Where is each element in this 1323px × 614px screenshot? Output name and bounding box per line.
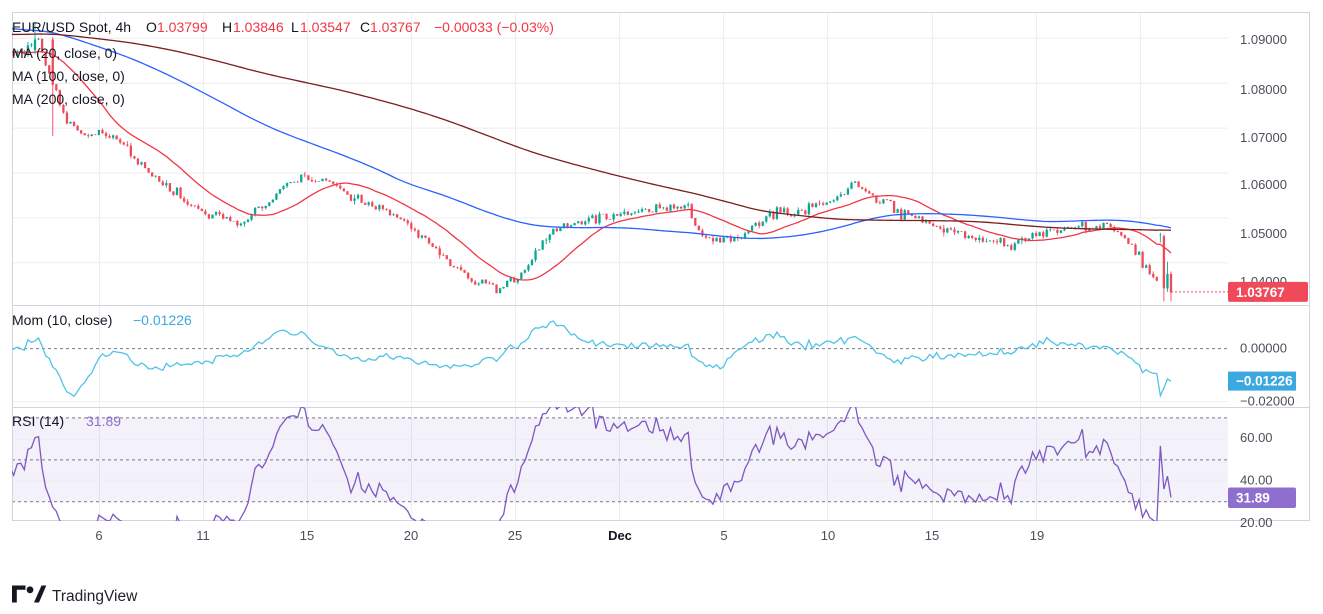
svg-text:1.03767: 1.03767 bbox=[1236, 285, 1285, 300]
svg-text:0.00000: 0.00000 bbox=[1240, 341, 1287, 356]
svg-text:31.89: 31.89 bbox=[86, 413, 121, 429]
svg-text:15: 15 bbox=[300, 528, 314, 543]
svg-text:20.00: 20.00 bbox=[1240, 515, 1273, 530]
svg-text:1.03846: 1.03846 bbox=[233, 19, 284, 35]
svg-text:5: 5 bbox=[720, 528, 727, 543]
svg-text:−0.01226: −0.01226 bbox=[133, 312, 192, 328]
svg-text:1.06000: 1.06000 bbox=[1240, 177, 1287, 192]
svg-text:−0.02000: −0.02000 bbox=[1240, 394, 1295, 409]
svg-text:1.03767: 1.03767 bbox=[370, 19, 421, 35]
svg-text:40.00: 40.00 bbox=[1240, 473, 1273, 488]
svg-text:6: 6 bbox=[95, 528, 102, 543]
svg-text:Mom (10, close): Mom (10, close) bbox=[12, 312, 112, 328]
svg-text:10: 10 bbox=[821, 528, 835, 543]
svg-text:O: O bbox=[146, 19, 157, 35]
svg-text:60.00: 60.00 bbox=[1240, 430, 1273, 445]
svg-text:1.08000: 1.08000 bbox=[1240, 82, 1287, 97]
svg-text:11: 11 bbox=[196, 528, 210, 543]
svg-text:19: 19 bbox=[1030, 528, 1044, 543]
svg-text:MA (200, close, 0): MA (200, close, 0) bbox=[12, 91, 125, 107]
svg-text:C: C bbox=[360, 19, 370, 35]
svg-text:−0.00033 (−0.03%): −0.00033 (−0.03%) bbox=[434, 19, 554, 35]
svg-text:−0.01226: −0.01226 bbox=[1236, 374, 1293, 389]
svg-text:TradingView: TradingView bbox=[52, 588, 138, 605]
svg-text:1.03799: 1.03799 bbox=[157, 19, 208, 35]
svg-text:1.05000: 1.05000 bbox=[1240, 226, 1287, 241]
svg-text:Dec: Dec bbox=[608, 528, 632, 543]
svg-text:25: 25 bbox=[508, 528, 522, 543]
svg-text:31.89: 31.89 bbox=[1236, 491, 1270, 506]
svg-text:1.07000: 1.07000 bbox=[1240, 130, 1287, 145]
svg-text:L: L bbox=[291, 19, 299, 35]
svg-text:RSI (14): RSI (14) bbox=[12, 413, 64, 429]
svg-text:EUR/USD Spot, 4h: EUR/USD Spot, 4h bbox=[12, 19, 131, 35]
svg-text:1.03547: 1.03547 bbox=[300, 19, 351, 35]
svg-text:MA (20, close, 0): MA (20, close, 0) bbox=[12, 45, 117, 61]
svg-text:20: 20 bbox=[404, 528, 418, 543]
svg-text:1.09000: 1.09000 bbox=[1240, 32, 1287, 47]
svg-text:15: 15 bbox=[925, 528, 939, 543]
svg-text:H: H bbox=[222, 19, 232, 35]
svg-text:MA (100, close, 0): MA (100, close, 0) bbox=[12, 68, 125, 84]
